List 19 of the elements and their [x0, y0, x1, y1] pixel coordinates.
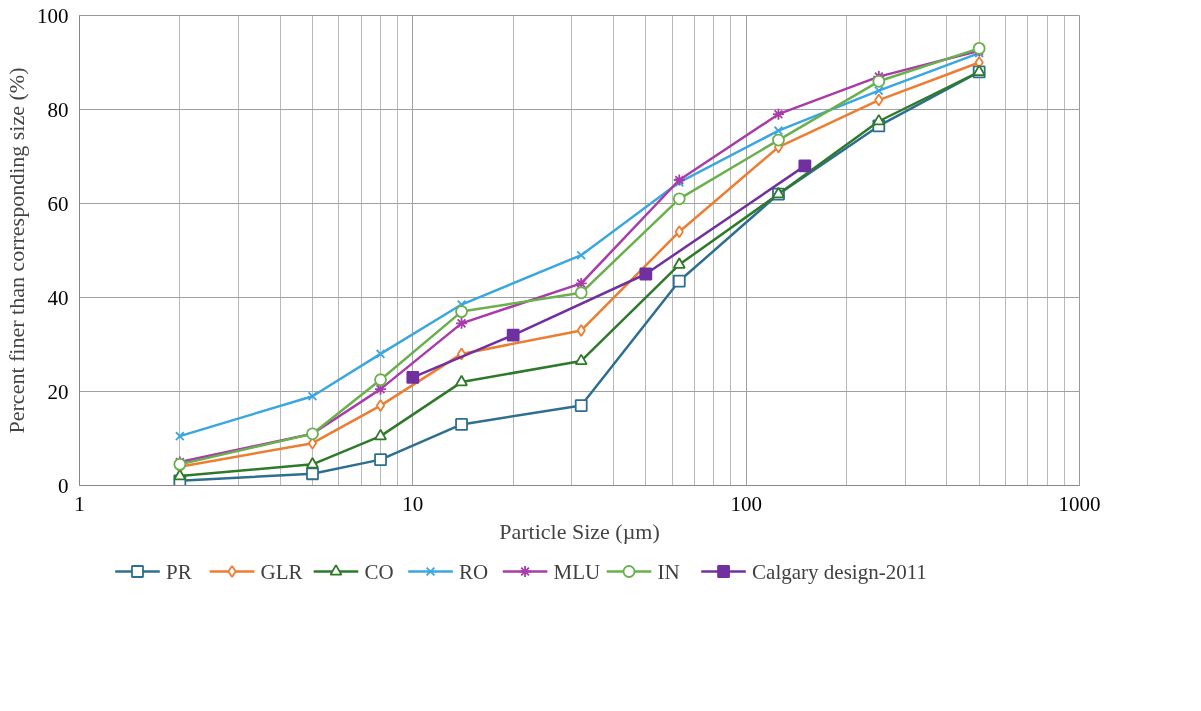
legend-label: Calgary design-2011 [752, 559, 927, 584]
legend-label: IN [657, 559, 680, 584]
y-axis-title: Percent finer than corresponding size (%) [4, 67, 29, 434]
x-tick-label: 10 [402, 491, 424, 516]
x-tick-label: 1 [74, 491, 85, 516]
y-tick-label: 20 [47, 379, 69, 404]
x-tick-label: 1000 [1058, 491, 1101, 516]
y-tick-label: 80 [47, 97, 69, 122]
x-tick-label: 100 [730, 491, 762, 516]
x-axis-title: Particle Size (µm) [499, 518, 660, 544]
legend-label: GLR [260, 559, 303, 584]
y-tick-label: 100 [37, 3, 69, 28]
y-tick-label: 60 [47, 191, 69, 216]
y-tick-label: 0 [58, 473, 69, 498]
legend-label: CO [364, 559, 394, 584]
legend-label: PR [166, 559, 192, 584]
legend-label: MLU [553, 559, 601, 584]
y-tick-label: 40 [47, 285, 69, 310]
legend-label: RO [459, 559, 489, 584]
